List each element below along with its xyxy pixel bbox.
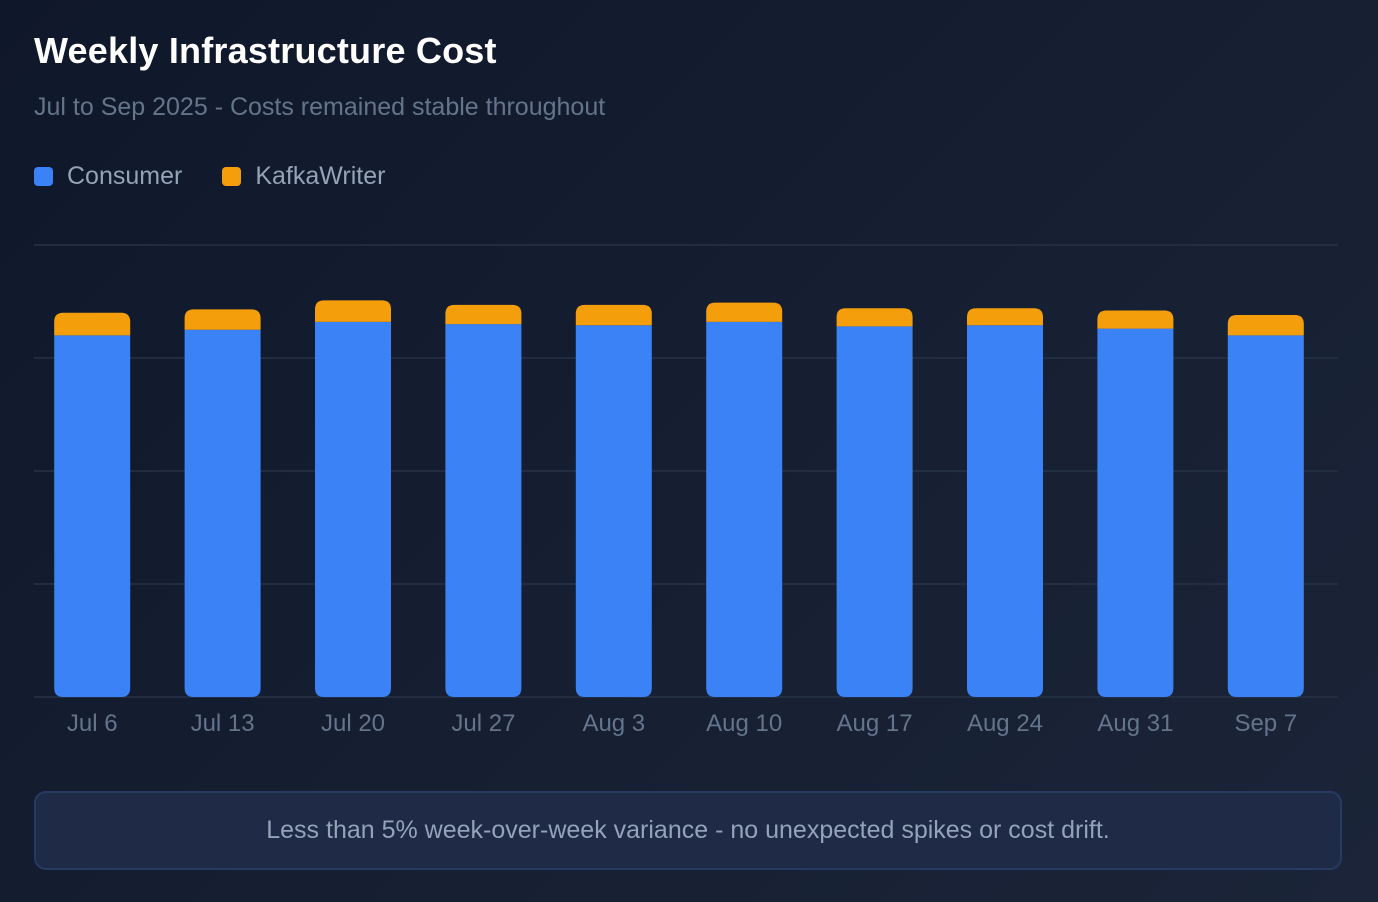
legend-swatch-consumer xyxy=(34,167,53,186)
x-tick-label-8: Aug 24 xyxy=(967,710,1043,737)
x-tick-label-7: Aug 17 xyxy=(837,710,913,737)
bar-consumer-6 xyxy=(706,321,783,697)
bar-kafkawriter-1 xyxy=(54,312,131,336)
x-tick-label-10: Sep 7 xyxy=(1234,710,1297,737)
bar-kafkawriter-2 xyxy=(184,309,261,330)
x-tick-label-5: Aug 3 xyxy=(582,710,645,737)
legend-item-kafkawriter[interactable]: KafkaWriter xyxy=(222,162,385,191)
bar-chart: Jul 6 Jul 13 Jul 20 Jul 27 Aug 3 Aug 10 Aug 17… xyxy=(34,244,1338,737)
bar-kafkawriter-5 xyxy=(575,304,652,326)
bar-kafkawriter-9 xyxy=(1097,310,1174,329)
bar-consumer-10 xyxy=(1227,335,1304,697)
bar-consumer-4 xyxy=(445,324,522,697)
bar-kafkawriter-4 xyxy=(445,304,522,325)
x-tick-label-4: Jul 27 xyxy=(451,710,515,737)
x-tick-label-9: Aug 31 xyxy=(1097,710,1173,737)
x-tick-label-1: Jul 6 xyxy=(67,710,118,737)
x-tick-label-6: Aug 10 xyxy=(706,710,782,737)
bar-kafkawriter-8 xyxy=(967,308,1043,326)
bar-consumer-3 xyxy=(315,321,391,697)
bar-consumer-2 xyxy=(184,329,261,697)
bar-consumer-1 xyxy=(54,335,131,697)
chart-subtitle: Jul to Sep 2025 - Costs remained stable … xyxy=(34,93,606,121)
chart-legend: Consumer KafkaWriter xyxy=(34,162,425,191)
bar-kafkawriter-6 xyxy=(706,302,783,322)
legend-label-consumer: Consumer xyxy=(67,162,183,190)
legend-item-consumer[interactable]: Consumer xyxy=(34,162,182,191)
bar-kafkawriter-7 xyxy=(836,308,913,327)
x-tick-label-2: Jul 13 xyxy=(191,710,255,737)
legend-swatch-kafkawriter xyxy=(222,167,242,186)
bar-kafkawriter-3 xyxy=(315,300,391,322)
x-tick-label-3: Jul 20 xyxy=(321,710,385,737)
variance-note: Less than 5% week-over-week variance - n… xyxy=(34,791,1342,870)
bar-consumer-5 xyxy=(575,325,652,697)
bar-kafkawriter-10 xyxy=(1227,315,1304,336)
bar-consumer-8 xyxy=(967,325,1043,697)
bar-consumer-7 xyxy=(836,326,913,697)
legend-label-kafkawriter: KafkaWriter xyxy=(255,162,386,190)
bar-consumer-9 xyxy=(1097,328,1174,697)
chart-title: Weekly Infrastructure Cost xyxy=(34,30,497,71)
